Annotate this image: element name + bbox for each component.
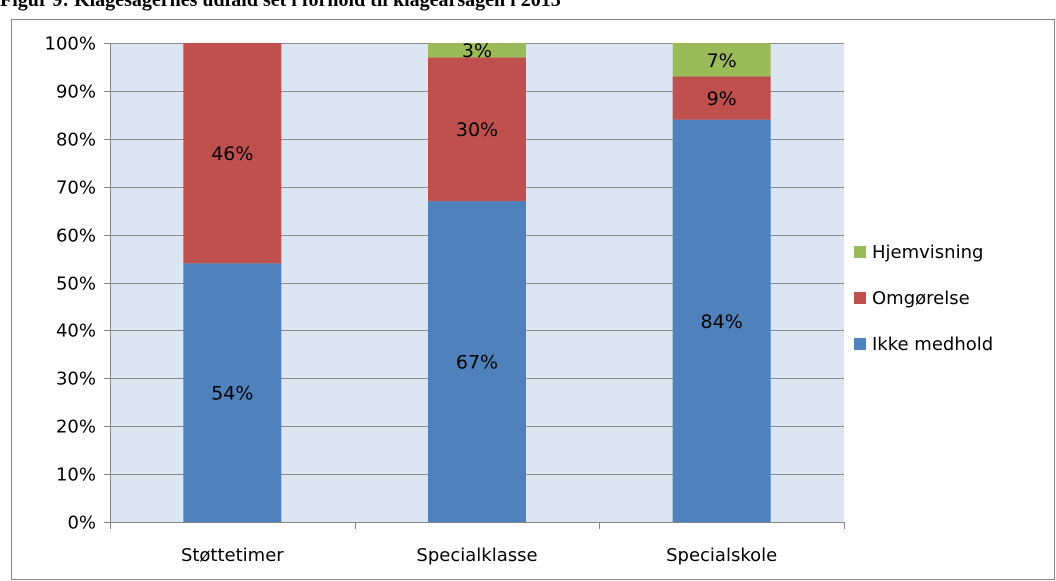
y-tick-label: 0% xyxy=(67,513,96,534)
legend-label: Omgørelse xyxy=(872,288,970,309)
y-tick-label: 90% xyxy=(56,82,96,103)
legend-swatch xyxy=(854,246,866,258)
x-category-label: Specialskole xyxy=(666,545,777,566)
data-label: 54% xyxy=(211,383,253,405)
bar-segment xyxy=(428,43,526,58)
data-label: 3% xyxy=(462,40,492,62)
data-label: 67% xyxy=(456,352,498,374)
legend-swatch xyxy=(854,338,866,350)
legend-swatch xyxy=(854,292,866,304)
data-label: 84% xyxy=(701,311,743,333)
bar-segment xyxy=(183,263,282,522)
figure-title: Figur 9: Klagesagernes udfald set i forh… xyxy=(0,0,561,11)
y-tick-label: 100% xyxy=(45,34,96,55)
legend-label: Hjemvisning xyxy=(872,242,983,263)
x-category-label: Specialklasse xyxy=(416,545,537,566)
y-tick-label: 30% xyxy=(56,369,96,390)
legend-label: Ikke medhold xyxy=(872,334,993,355)
y-tick-label: 20% xyxy=(56,417,96,438)
bar-segment xyxy=(672,76,771,120)
data-label: 7% xyxy=(707,50,737,72)
y-tick-label: 10% xyxy=(56,465,96,486)
y-tick-label: 80% xyxy=(56,130,96,151)
bar-segment xyxy=(428,57,526,202)
data-label: 9% xyxy=(707,88,737,110)
y-tick-label: 50% xyxy=(56,274,96,295)
bar-segment xyxy=(672,119,771,522)
y-tick-label: 60% xyxy=(56,226,96,247)
bar-segment xyxy=(428,201,526,522)
data-label: 46% xyxy=(211,143,253,165)
bar-segment xyxy=(183,43,282,264)
y-tick-label: 40% xyxy=(56,321,96,342)
x-category-label: Støttetimer xyxy=(181,545,284,566)
data-label: 30% xyxy=(456,119,498,141)
y-tick-label: 70% xyxy=(56,178,96,199)
bar-segment xyxy=(672,43,771,77)
